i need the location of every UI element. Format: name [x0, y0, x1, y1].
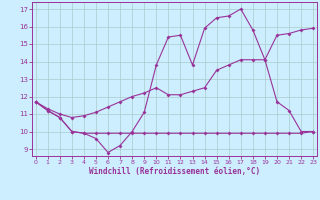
X-axis label: Windchill (Refroidissement éolien,°C): Windchill (Refroidissement éolien,°C)	[89, 167, 260, 176]
